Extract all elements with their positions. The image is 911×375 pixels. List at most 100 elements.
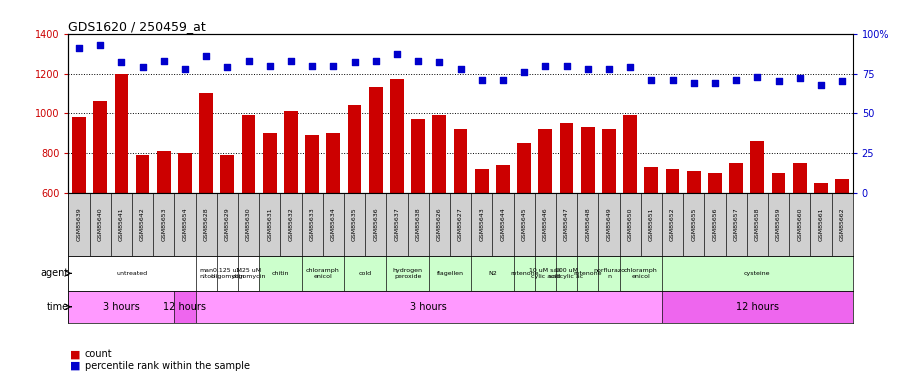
Bar [305, 135, 319, 312]
Bar [68, 291, 174, 322]
Bar [750, 141, 763, 312]
Point [686, 80, 701, 86]
Bar [707, 173, 721, 312]
Bar [200, 93, 213, 312]
Bar [136, 155, 149, 312]
Point [834, 78, 848, 84]
Bar [326, 133, 340, 312]
Point [157, 58, 171, 64]
Text: GSM85639: GSM85639 [77, 207, 81, 241]
Text: GSM85630: GSM85630 [246, 207, 251, 241]
Bar [537, 129, 552, 312]
Text: 12 hours: 12 hours [735, 302, 778, 312]
Bar [517, 143, 530, 312]
Text: GSM85634: GSM85634 [331, 207, 335, 241]
Bar [580, 127, 594, 312]
Text: 0.125 uM
oligomycin: 0.125 uM oligomycin [210, 268, 244, 279]
Bar [513, 193, 534, 255]
Text: GSM85656: GSM85656 [711, 207, 717, 241]
Point [241, 58, 256, 64]
Text: GSM85628: GSM85628 [203, 207, 209, 241]
Text: 10 uM sali
cylic acid: 10 uM sali cylic acid [529, 268, 560, 279]
Bar [661, 291, 852, 322]
Text: chitin: chitin [271, 271, 289, 276]
Text: GSM85632: GSM85632 [288, 207, 293, 241]
Point [579, 66, 594, 72]
Point [432, 59, 446, 65]
Bar [174, 291, 195, 322]
Text: count: count [85, 350, 112, 359]
Text: chloramph
enicol: chloramph enicol [623, 268, 657, 279]
Bar [364, 193, 386, 255]
Text: 12 hours: 12 hours [163, 302, 206, 312]
Text: GSM85636: GSM85636 [373, 207, 378, 241]
Bar [195, 291, 661, 322]
Bar [534, 193, 556, 255]
Bar [640, 193, 661, 255]
Text: time: time [46, 302, 68, 312]
Text: 100 uM
salicylic ac: 100 uM salicylic ac [548, 268, 583, 279]
Point [495, 77, 509, 83]
Bar [259, 193, 280, 255]
Text: GSM85635: GSM85635 [352, 207, 357, 241]
Point [474, 77, 488, 83]
Bar [110, 193, 132, 255]
Text: agent: agent [40, 268, 68, 278]
Bar [302, 193, 322, 255]
Point [262, 63, 277, 69]
Bar [665, 169, 679, 312]
Text: rotenone: rotenone [573, 271, 601, 276]
Bar [302, 255, 343, 291]
Point [707, 80, 722, 86]
Text: N2: N2 [487, 271, 496, 276]
Text: GSM85652: GSM85652 [670, 207, 674, 241]
Text: rotenone: rotenone [509, 271, 537, 276]
Text: GSM85647: GSM85647 [563, 207, 568, 241]
Bar [453, 129, 467, 312]
Bar [132, 193, 153, 255]
Bar [68, 255, 195, 291]
Text: GDS1620 / 250459_at: GDS1620 / 250459_at [68, 20, 206, 33]
Bar [577, 193, 598, 255]
Text: GSM85643: GSM85643 [479, 207, 484, 241]
Bar [598, 193, 619, 255]
Text: GSM85649: GSM85649 [606, 207, 610, 241]
Text: GSM85644: GSM85644 [500, 207, 505, 241]
Bar [725, 193, 746, 255]
Bar [220, 155, 234, 312]
Bar [471, 255, 513, 291]
Bar [238, 193, 259, 255]
Bar [432, 115, 445, 312]
Point [728, 77, 742, 83]
Text: GSM85626: GSM85626 [436, 207, 441, 241]
Text: GSM85641: GSM85641 [118, 207, 124, 241]
Point [178, 66, 192, 72]
Text: GSM85651: GSM85651 [648, 207, 653, 241]
Bar [619, 255, 661, 291]
Bar [153, 193, 174, 255]
Point [114, 59, 128, 65]
Point [643, 77, 658, 83]
Text: ■: ■ [70, 350, 81, 359]
Point [135, 64, 149, 70]
Text: GSM85653: GSM85653 [161, 207, 166, 241]
Text: GSM85662: GSM85662 [839, 207, 844, 241]
Text: GSM85637: GSM85637 [394, 207, 399, 241]
Bar [703, 193, 725, 255]
Point [664, 77, 679, 83]
Bar [534, 255, 556, 291]
Bar [322, 193, 343, 255]
Text: 3 hours: 3 hours [410, 302, 446, 312]
Bar [601, 129, 615, 312]
Text: GSM85657: GSM85657 [732, 207, 738, 241]
Text: GSM85645: GSM85645 [521, 207, 526, 241]
Bar [682, 193, 703, 255]
Bar [174, 193, 195, 255]
Text: hydrogen
peroxide: hydrogen peroxide [392, 268, 422, 279]
Text: flagellen: flagellen [436, 271, 463, 276]
Bar [157, 151, 170, 312]
Text: GSM85658: GSM85658 [754, 207, 759, 241]
Bar [686, 171, 700, 312]
Point [389, 51, 404, 57]
Bar [428, 193, 449, 255]
